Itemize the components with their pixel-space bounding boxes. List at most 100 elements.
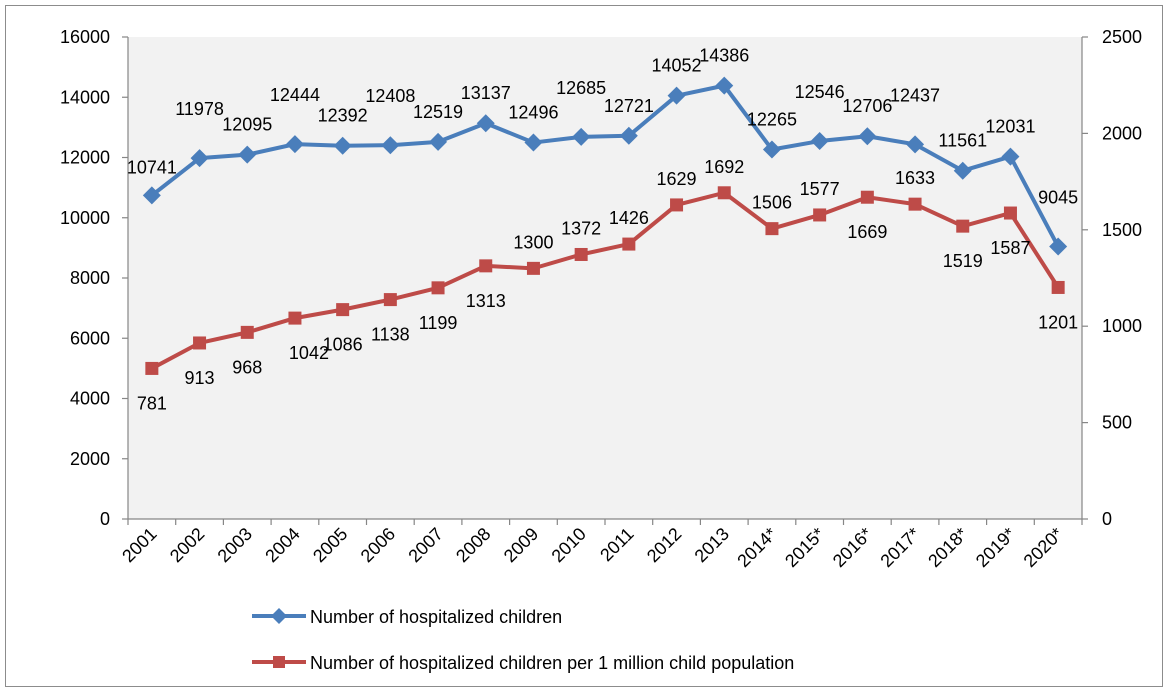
x-tick-label: 2006	[357, 524, 399, 566]
y-right-tick-label: 1500	[1102, 220, 1142, 240]
data-point-diamond	[381, 136, 400, 155]
data-label-blue: 11978	[175, 99, 224, 119]
data-label-red: 1201	[1038, 312, 1078, 332]
data-label-red: 781	[137, 393, 167, 413]
data-point-diamond	[667, 86, 686, 105]
data-point-square	[526, 261, 540, 275]
data-point-square	[574, 247, 588, 261]
x-tick-label: 2007	[404, 524, 446, 566]
x-tick-label: 2015*	[781, 524, 828, 571]
data-label-red: 913	[185, 368, 215, 388]
data-label-blue: 9045	[1038, 188, 1078, 208]
y-right-tick-label: 500	[1102, 413, 1132, 433]
y-right-tick-label: 2500	[1102, 27, 1142, 47]
data-label-blue: 12031	[985, 117, 1035, 137]
data-point-diamond	[524, 133, 543, 152]
data-label-blue: 14386	[699, 46, 749, 66]
data-label-red: 1587	[990, 238, 1030, 258]
data-label-blue: 12095	[222, 115, 272, 135]
data-point-diamond	[238, 145, 257, 164]
y-left-tick-label: 10000	[60, 208, 110, 228]
data-point-diamond	[572, 127, 591, 146]
data-point-diamond	[285, 135, 304, 154]
x-tick-label: 2010	[548, 524, 590, 566]
data-point-diamond	[810, 132, 829, 151]
y-left-tick-label: 12000	[60, 148, 110, 168]
x-tick-label: 2002	[166, 524, 208, 566]
data-point-square	[383, 293, 397, 307]
data-point-diamond	[762, 140, 781, 159]
data-point-square	[336, 303, 350, 317]
x-tick-label: 2004	[261, 524, 303, 566]
x-tick-label: 2014*	[733, 524, 780, 571]
data-point-square	[670, 198, 684, 212]
data-point-diamond	[858, 127, 877, 146]
series-group	[142, 76, 1068, 375]
data-label-blue: 12546	[795, 82, 845, 102]
data-point-square	[145, 361, 159, 375]
data-point-square	[765, 222, 779, 236]
data-label-blue: 14052	[652, 56, 702, 76]
y-left-tick-label: 2000	[70, 449, 110, 469]
data-label-blue: 12721	[604, 96, 654, 116]
data-point-square	[908, 197, 922, 211]
data-label-red: 1372	[561, 218, 601, 238]
data-point-diamond	[142, 186, 161, 205]
data-label-blue: 12437	[890, 85, 940, 105]
data-point-square	[860, 190, 874, 204]
data-label-red: 1692	[704, 157, 744, 177]
x-tick-label: 2018*	[924, 524, 971, 571]
data-label-red: 1042	[289, 343, 329, 363]
data-point-square	[193, 336, 207, 350]
data-labels: 1074111978120951244412392124081251913137…	[127, 46, 1078, 414]
data-label-red: 1138	[371, 325, 410, 345]
data-label-blue: 12519	[413, 102, 463, 122]
data-point-square	[479, 259, 493, 273]
data-point-square	[813, 208, 827, 222]
y-left-tick-label: 6000	[70, 328, 110, 348]
x-tick-label: 2009	[500, 524, 542, 566]
data-label-red: 1300	[513, 232, 553, 252]
data-point-diamond	[333, 136, 352, 155]
data-label-red: 1426	[609, 208, 649, 228]
legend-label-per-million: Number of hospitalized children per 1 mi…	[310, 653, 794, 673]
data-label-blue: 12392	[318, 106, 368, 126]
data-label-blue: 10741	[127, 157, 177, 177]
data-label-blue: 12685	[556, 78, 606, 98]
data-label-red: 1519	[943, 251, 983, 271]
x-tick-label: 2017*	[876, 524, 923, 571]
data-label-blue: 12706	[842, 96, 892, 116]
series-line-2	[150, 190, 1060, 371]
y-right-tick-label: 0	[1102, 509, 1112, 529]
data-label-red: 1313	[466, 291, 506, 311]
x-tick-label: 2005	[309, 524, 351, 566]
data-label-blue: 12444	[270, 85, 320, 105]
x-tick-label: 2001	[118, 524, 160, 566]
data-point-diamond	[619, 126, 638, 145]
y-left-tick-label: 4000	[70, 389, 110, 409]
data-label-red: 1199	[419, 313, 458, 333]
data-point-square	[622, 237, 636, 251]
legend-square-icon	[273, 656, 285, 668]
y-left-tick-label: 16000	[60, 27, 110, 47]
x-tick-label: 2008	[452, 524, 494, 566]
x-tick-label: 2016*	[829, 524, 876, 571]
data-label-blue: 12265	[747, 110, 797, 130]
y-left-tick-label: 14000	[60, 87, 110, 107]
data-point-diamond	[906, 135, 925, 154]
x-tick-label: 2012	[643, 524, 685, 566]
y-right-tick-label: 1000	[1102, 316, 1142, 336]
x-tick-label: 2013	[691, 524, 733, 566]
data-point-square	[240, 325, 254, 339]
data-point-square	[717, 186, 731, 200]
data-point-diamond	[190, 149, 209, 168]
data-label-blue: 11561	[938, 131, 987, 151]
data-label-blue: 12408	[365, 86, 415, 106]
y-right-tick-label: 2000	[1102, 123, 1142, 143]
plot-area	[128, 37, 1082, 519]
data-point-diamond	[1001, 147, 1020, 166]
data-label-red: 1669	[847, 222, 887, 242]
data-label-red: 1633	[895, 168, 935, 188]
data-label-blue: 13137	[461, 83, 511, 103]
